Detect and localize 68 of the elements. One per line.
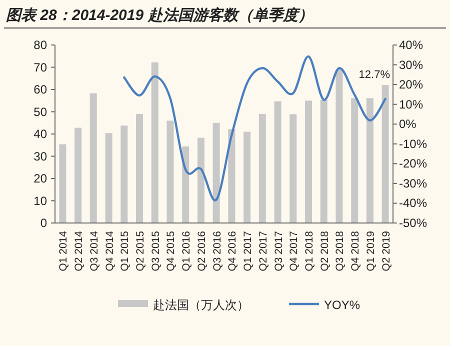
y2-tick-label: -40% [399,196,428,210]
bar [212,122,220,223]
bar [336,69,343,223]
y2-tick-label: 10% [399,97,424,112]
x-tick-label: Q4 2018 [350,230,362,272]
x-tick-label: Q3 2017 [272,230,285,272]
bar [197,138,204,223]
bar [120,126,128,223]
bar [274,101,282,223]
y-tick-label: 40 [34,127,48,141]
bar [305,100,312,223]
x-tick-label: Q2 2015 [134,230,146,272]
y2-tick-label: -20% [399,156,428,171]
bar [382,85,389,223]
y2-tick-label: -30% [399,176,428,190]
bar [258,114,266,223]
y2-tick-label: 30% [399,58,424,72]
y2-tick-label: -10% [399,136,428,151]
x-tick-label: Q2 2017 [257,230,270,272]
x-tick-label: Q1 2016 [180,230,193,272]
bar [366,98,374,223]
x-tick-label: Q2 2014 [73,230,86,272]
y2-tick-label: 40% [399,38,424,52]
bar [228,129,236,223]
bar [151,62,158,223]
x-tick-label: Q1 2015 [119,230,132,272]
x-tick-label: Q4 2014 [104,230,116,272]
bar [290,114,297,223]
y-tick-label: 20 [34,172,48,186]
x-tick-label: Q2 2018 [318,230,331,272]
y-tick-label: 80 [34,38,48,52]
x-tick-label: Q4 2017 [288,230,300,272]
data-label: 12.7% [358,68,390,81]
y2-tick-label: 0% [399,117,417,132]
x-tick-label: Q1 2017 [242,230,254,272]
y-tick-label: 0 [40,216,48,230]
legend-label: YOY% [324,298,360,312]
bar [166,120,174,223]
bar [182,146,190,223]
y-tick-label: 10 [34,194,48,208]
legend-赴法国（万人次）: 赴法国（万人次） [118,298,249,312]
x-tick-label: Q1 2019 [364,230,377,272]
x-tick-label: Q3 2018 [334,230,346,272]
x-tick-label: Q4 2015 [165,230,178,272]
x-tick-label: Q2 2016 [196,230,208,272]
bar [320,100,328,223]
y-tick-label: 50 [34,104,48,119]
x-tick-label: Q3 2016 [211,230,224,272]
bar [105,133,112,223]
y2-tick-label: -50% [399,216,428,230]
bar [351,98,358,223]
y2-tick-label: 20% [399,78,424,92]
bar [136,114,143,223]
legend-label: 赴法国（万人次） [153,298,249,312]
chart-title: 图表 28：2014-2019 赴法国游客数（单季度） [6,6,313,24]
y-tick-label: 60 [34,82,48,96]
x-tick-label: Q1 2014 [58,230,70,272]
bar [74,128,82,223]
x-tick-label: Q2 2019 [380,230,392,272]
x-tick-label: Q4 2016 [226,230,239,272]
bar [59,144,66,223]
y-tick-label: 70 [34,60,48,74]
bar [90,93,97,223]
x-tick-label: Q3 2014 [88,230,100,272]
x-tick-label: Q1 2018 [304,230,316,272]
y-tick-label: 30 [34,149,48,164]
bar [244,132,251,223]
x-tick-label: Q3 2015 [150,230,162,272]
